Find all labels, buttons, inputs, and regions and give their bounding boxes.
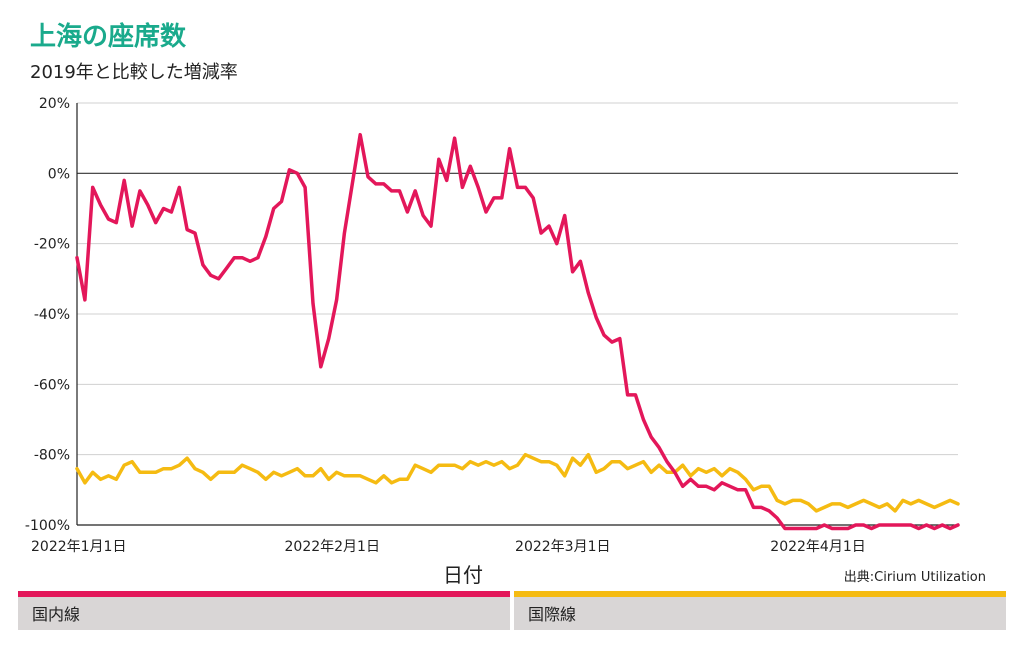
- legend-international: 国際線: [514, 591, 1006, 630]
- x-axis-label: 日付: [443, 563, 483, 587]
- y-tick-label: -40%: [34, 307, 70, 323]
- chart-subtitle: 2019年と比較した増減率: [30, 62, 238, 83]
- x-tick-label: 2022年3月1日: [515, 539, 610, 555]
- y-tick-label: -80%: [34, 448, 70, 464]
- y-tick-label: -60%: [34, 377, 70, 393]
- y-tick-label: -20%: [34, 237, 70, 253]
- chart-title: 上海の座席数: [30, 22, 187, 52]
- x-tick-label: 2022年4月1日: [770, 539, 865, 555]
- x-axis-ticks: 2022年1月1日 2022年2月1日 2022年3月1日 2022年4月1日: [31, 539, 866, 555]
- legend-international-swatch: [514, 591, 1006, 597]
- legend-domestic: 国内線: [18, 591, 510, 630]
- y-tick-label: 0%: [48, 166, 70, 182]
- y-tick-label: -100%: [25, 518, 70, 534]
- y-tick-label: 20%: [39, 96, 70, 112]
- y-axis-ticks: 20% 0% -20% -40% -60% -80% -100%: [25, 96, 70, 534]
- series-line-international: [75, 452, 960, 513]
- series-lines: [75, 132, 960, 531]
- series-line-domestic: [75, 132, 960, 531]
- legend-domestic-label: 国内線: [32, 605, 81, 624]
- source-note: 出典:Cirium Utilization: [843, 570, 986, 585]
- legend-international-label: 国際線: [528, 605, 577, 624]
- x-tick-label: 2022年1月1日: [31, 539, 126, 555]
- gridlines: [77, 102, 958, 526]
- x-tick-label: 2022年2月1日: [285, 539, 380, 555]
- legend-domestic-swatch: [18, 591, 510, 597]
